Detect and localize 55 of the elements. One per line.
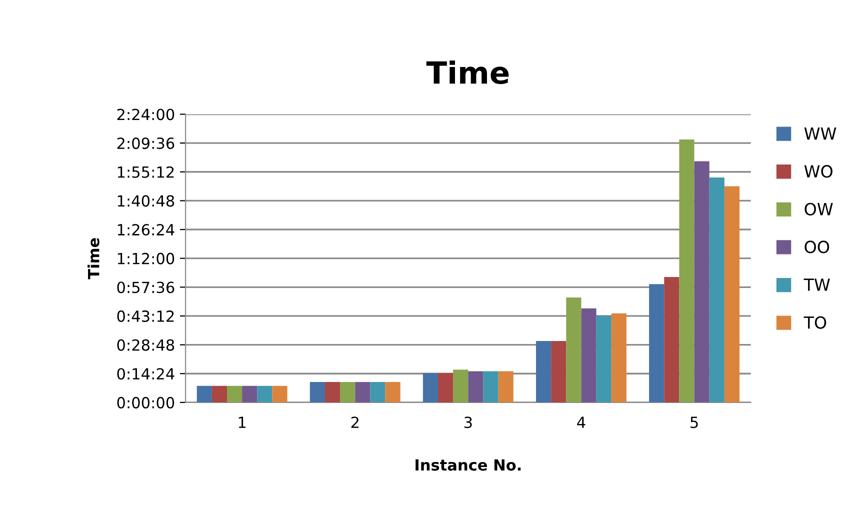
y-tick-label: 1:12:00 — [118, 252, 174, 264]
bar — [649, 284, 664, 402]
bar — [370, 382, 386, 402]
bar — [310, 382, 325, 402]
bar — [212, 386, 227, 402]
x-tick-label: 5 — [690, 416, 698, 428]
y-tick-label: 2:24:00 — [117, 108, 174, 120]
y-tick-label: 1:40:48 — [118, 195, 174, 207]
bar — [422, 373, 438, 402]
bar — [272, 386, 288, 402]
bar — [483, 371, 498, 402]
y-tick-label: 0:00:00 — [117, 396, 174, 408]
x-tick-label: 1 — [238, 416, 246, 428]
bar — [196, 386, 212, 402]
x-tick-label: 3 — [464, 416, 472, 428]
bar — [498, 371, 514, 402]
bar — [227, 386, 242, 402]
y-axis-title: Time — [88, 238, 100, 280]
y-tick-label: 0:57:36 — [117, 282, 174, 294]
bar — [581, 308, 596, 402]
bar — [385, 382, 400, 402]
legend-label: TW — [804, 278, 830, 291]
legend-label: WO — [804, 165, 832, 178]
y-tick-label: 0:43:12 — [117, 310, 174, 322]
bar — [664, 276, 680, 402]
x-tick-label: 4 — [577, 416, 586, 428]
bar — [596, 316, 612, 402]
legend-label: WW — [804, 127, 836, 140]
bar — [242, 386, 258, 402]
y-tick-label: 1:26:24 — [118, 224, 174, 236]
bar — [355, 382, 370, 402]
legend-label: OO — [804, 240, 830, 254]
chart-title: Time — [426, 60, 509, 84]
bar — [709, 177, 724, 402]
bar — [453, 370, 468, 402]
x-axis-title: Instance No. — [416, 459, 521, 471]
y-tick-label: 0:28:48 — [117, 339, 174, 351]
legend-label: TO — [804, 316, 826, 329]
bar — [468, 371, 484, 402]
x-tick-label: 2 — [351, 416, 358, 428]
bar — [324, 382, 340, 402]
bar — [536, 340, 552, 402]
y-tick-label: 1:55:12 — [118, 166, 174, 178]
bar — [679, 139, 694, 402]
bar — [438, 373, 454, 402]
bar — [551, 340, 566, 402]
y-tick-label: 0:14:24 — [117, 368, 174, 380]
bar — [694, 161, 710, 402]
bar — [611, 313, 626, 402]
bar — [340, 382, 356, 402]
bar — [566, 298, 582, 402]
bar — [724, 186, 740, 402]
legend-label: OW — [804, 202, 833, 216]
y-tick-label: 2:09:36 — [117, 138, 174, 150]
bar — [257, 386, 272, 402]
